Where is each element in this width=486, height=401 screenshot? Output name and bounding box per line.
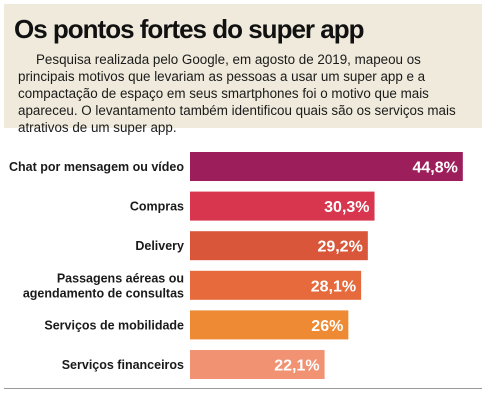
bottom-divider	[4, 388, 482, 389]
bar-value-label: 30,3%	[324, 199, 369, 216]
bar-value-label: 28,1%	[311, 278, 356, 295]
bar-value-label: 44,8%	[412, 160, 457, 177]
header-panel: Os pontos fortes do super app Pesquisa r…	[4, 4, 482, 135]
category-label: Serviços financeiros	[62, 358, 184, 372]
bar-value-label: 22,1%	[274, 358, 319, 375]
bar-group: 29,2% Delivery	[135, 231, 368, 261]
bar	[190, 310, 349, 340]
bar-group: 26% Serviços de mobilidade	[44, 310, 349, 340]
category-label: Passagens aéreas ou	[57, 271, 184, 285]
page-description: Pesquisa realizada pelo Google, em agost…	[18, 52, 456, 135]
bar	[190, 270, 362, 300]
bar	[190, 152, 463, 181]
category-label: Delivery	[135, 239, 184, 253]
bar-value-label: 29,2%	[317, 239, 362, 256]
bar-value-label: 26%	[311, 318, 343, 335]
page-title: Os pontos fortes do super app	[14, 14, 364, 44]
bar	[190, 191, 375, 221]
bar-group: 30,3% Compras	[130, 191, 375, 221]
category-label: Serviços de mobilidade	[44, 318, 184, 332]
bar-group: 44,8% Chat por mensagem ou vídeo	[9, 152, 463, 181]
category-label: Chat por mensagem ou vídeo	[9, 160, 184, 174]
category-label: Compras	[130, 200, 184, 214]
bar-group: 22,1% Serviços financeiros	[62, 350, 325, 379]
category-label: agendamento de consultas	[23, 286, 184, 300]
bar	[190, 350, 325, 379]
bar	[190, 231, 368, 261]
